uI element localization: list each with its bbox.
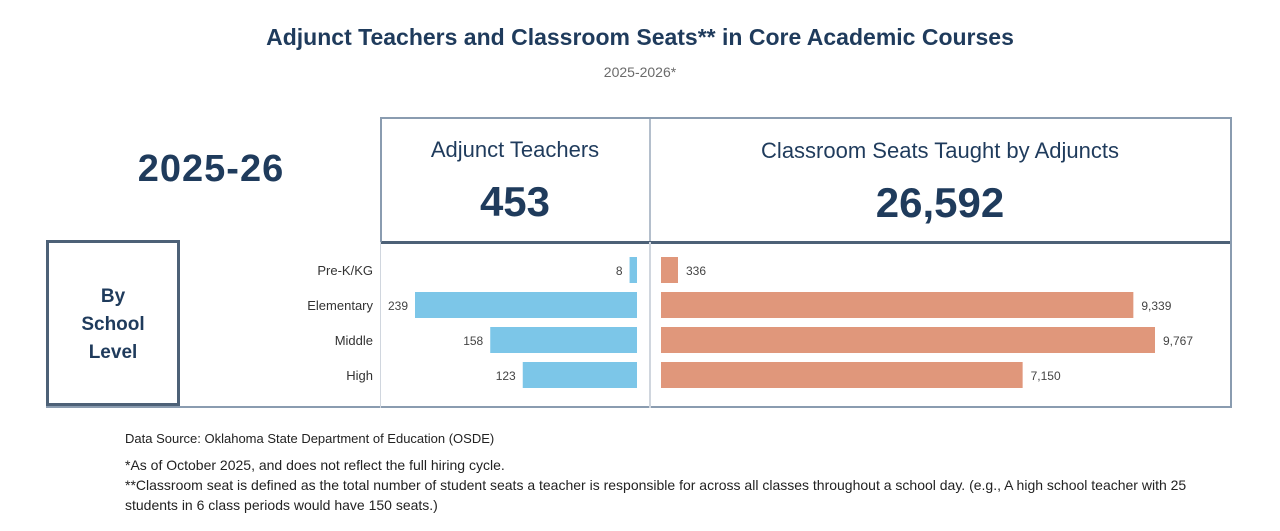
- seats-value-label-pre-k-kg: 336: [686, 264, 706, 278]
- chart-subtitle: 2025-2026*: [603, 64, 677, 80]
- footnote-double-asterisk: **Classroom seat is defined as the total…: [125, 477, 1187, 513]
- teachers-bar-high: [522, 362, 637, 388]
- teachers-bar-middle: [490, 327, 637, 353]
- chart-mid-divider: [649, 242, 651, 408]
- category-label-pre-k-kg: Pre-K/KG: [317, 263, 373, 278]
- chart-left-divider: [380, 242, 381, 408]
- teachers-bar-pre-k-kg: [629, 257, 637, 283]
- footnote-asterisk: *As of October 2025, and does not reflec…: [125, 457, 505, 473]
- kpi-divider: [649, 119, 651, 241]
- row-header-label: By School Level: [48, 283, 178, 367]
- teachers-bar-elementary: [415, 292, 637, 318]
- data-source: Data Source: Oklahoma State Department o…: [125, 431, 495, 446]
- teachers-value-label-pre-k-kg: 8: [616, 264, 623, 278]
- seats-value-label-middle: 9,767: [1163, 334, 1193, 348]
- teachers-value-label-elementary: 239: [388, 299, 408, 313]
- seats-bar-middle: [661, 327, 1155, 353]
- year-label: 2025-26: [137, 148, 285, 190]
- seats-value-label-high: 7,150: [1031, 369, 1061, 383]
- row-header-line1: By: [100, 286, 126, 307]
- seats-bar-high: [661, 362, 1023, 388]
- seats-bar-pre-k-kg: [661, 257, 678, 283]
- teachers-value-label-middle: 158: [463, 334, 483, 348]
- teachers-kpi-label: Adjunct Teachers: [430, 137, 600, 162]
- teachers-kpi-value: 453: [479, 178, 551, 225]
- row-header-line2: School: [81, 314, 145, 335]
- kpi-panel: [380, 117, 1232, 244]
- seats-kpi-value: 26,592: [875, 179, 1005, 226]
- category-label-middle: Middle: [335, 333, 373, 348]
- seats-value-label-elementary: 9,339: [1141, 299, 1171, 313]
- row-header-line3: Level: [88, 342, 138, 363]
- teachers-value-label-high: 123: [496, 369, 516, 383]
- chart-title: Adjunct Teachers and Classroom Seats** i…: [266, 24, 1014, 50]
- seats-kpi-label: Classroom Seats Taught by Adjuncts: [761, 138, 1119, 163]
- row-header-box: [46, 240, 180, 406]
- category-label-high: High: [346, 368, 373, 383]
- category-label-elementary: Elementary: [307, 298, 373, 313]
- seats-bar-elementary: [661, 292, 1134, 318]
